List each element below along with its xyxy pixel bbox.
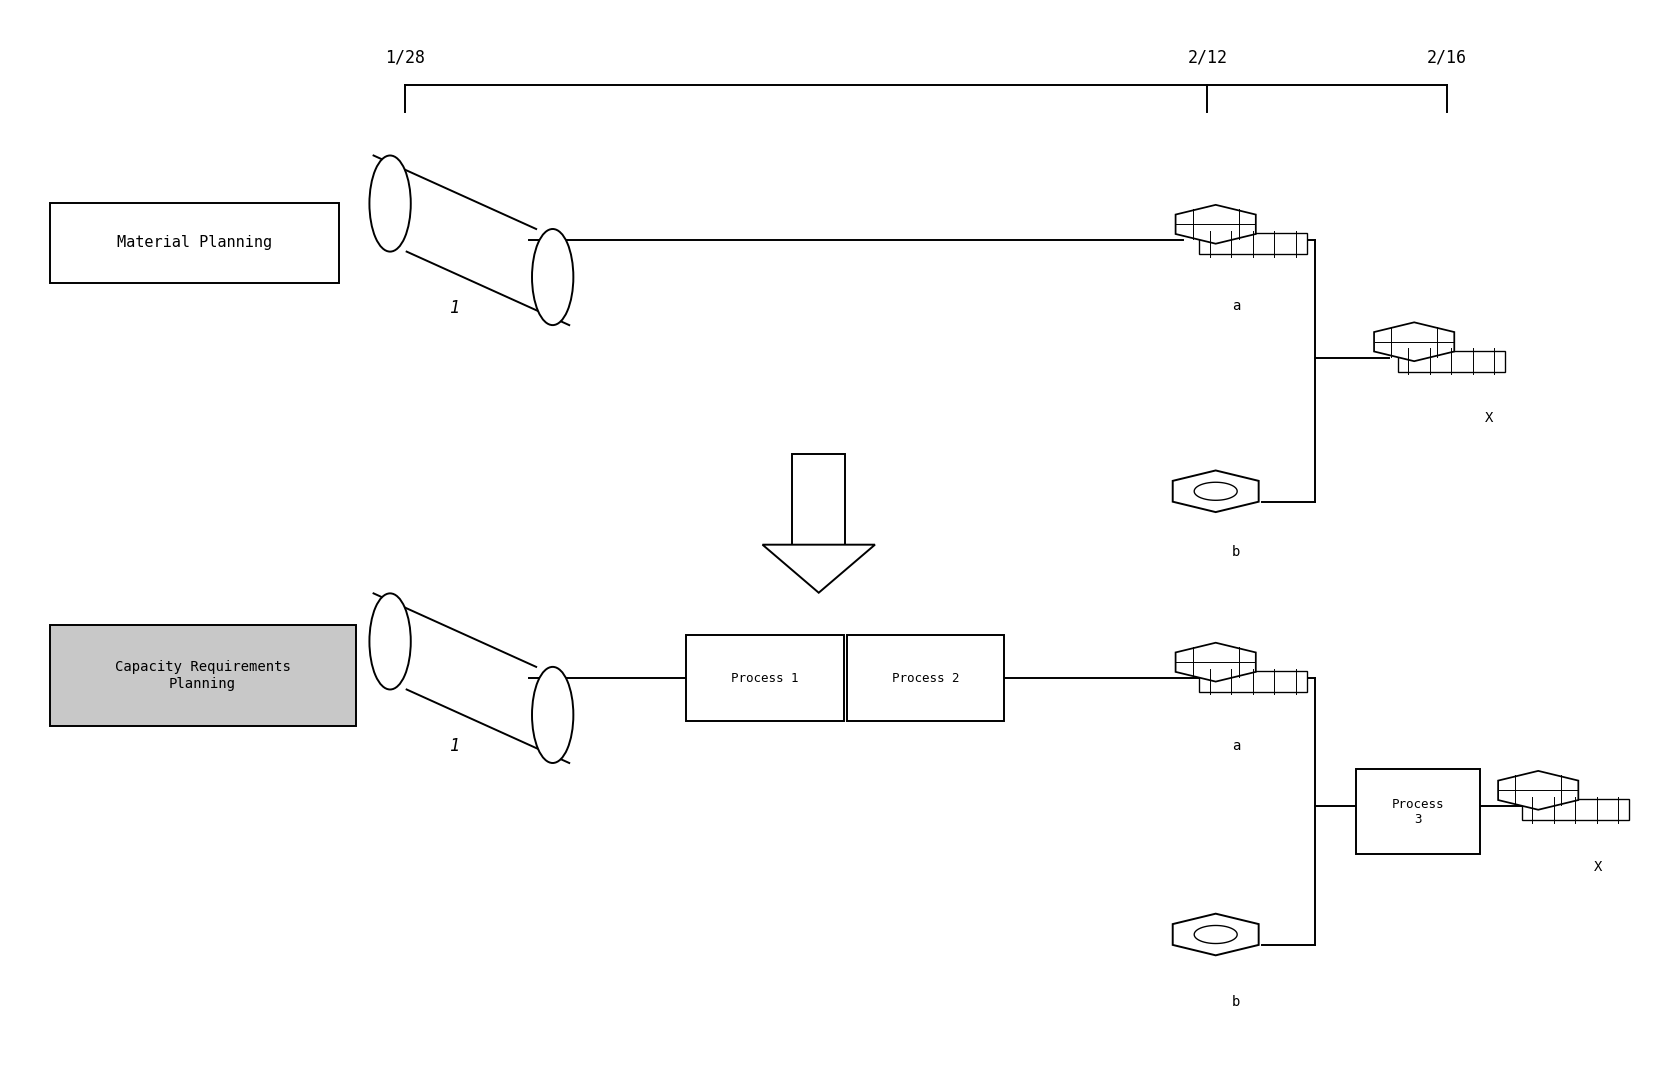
Text: a: a: [1232, 739, 1240, 753]
Polygon shape: [374, 156, 569, 325]
Text: Process
3: Process 3: [1393, 798, 1444, 826]
Text: Process 1: Process 1: [731, 672, 799, 685]
Polygon shape: [1173, 470, 1259, 512]
Polygon shape: [762, 545, 875, 593]
Ellipse shape: [533, 229, 574, 325]
Text: a: a: [1232, 299, 1240, 313]
Polygon shape: [1194, 926, 1237, 943]
Bar: [847, 635, 1004, 721]
Polygon shape: [1522, 799, 1629, 820]
Ellipse shape: [369, 594, 410, 690]
Text: 2/12: 2/12: [1188, 48, 1227, 66]
Text: X: X: [1484, 411, 1494, 425]
Polygon shape: [1199, 233, 1307, 254]
Text: Process 2: Process 2: [892, 672, 959, 685]
Polygon shape: [1374, 323, 1454, 361]
Bar: [1356, 769, 1480, 854]
Text: b: b: [1232, 545, 1240, 559]
Ellipse shape: [533, 666, 574, 763]
Polygon shape: [792, 454, 845, 545]
Polygon shape: [374, 594, 569, 763]
Polygon shape: [1173, 914, 1259, 955]
Polygon shape: [1194, 483, 1237, 500]
Polygon shape: [1176, 205, 1255, 244]
Text: 1/28: 1/28: [385, 48, 425, 66]
Text: b: b: [1232, 995, 1240, 1009]
Text: X: X: [1593, 860, 1603, 874]
Text: 1: 1: [450, 737, 460, 755]
Text: Material Planning: Material Planning: [117, 235, 271, 251]
Polygon shape: [1176, 643, 1255, 681]
Text: 1: 1: [450, 299, 460, 317]
Polygon shape: [1199, 671, 1307, 692]
Text: Capacity Requirements
Planning: Capacity Requirements Planning: [114, 660, 291, 691]
Polygon shape: [1499, 771, 1578, 810]
Bar: [50, 203, 339, 283]
Bar: [686, 635, 844, 721]
Text: 2/16: 2/16: [1427, 48, 1467, 66]
Polygon shape: [1398, 350, 1505, 372]
Ellipse shape: [369, 156, 410, 252]
Bar: [50, 625, 356, 726]
